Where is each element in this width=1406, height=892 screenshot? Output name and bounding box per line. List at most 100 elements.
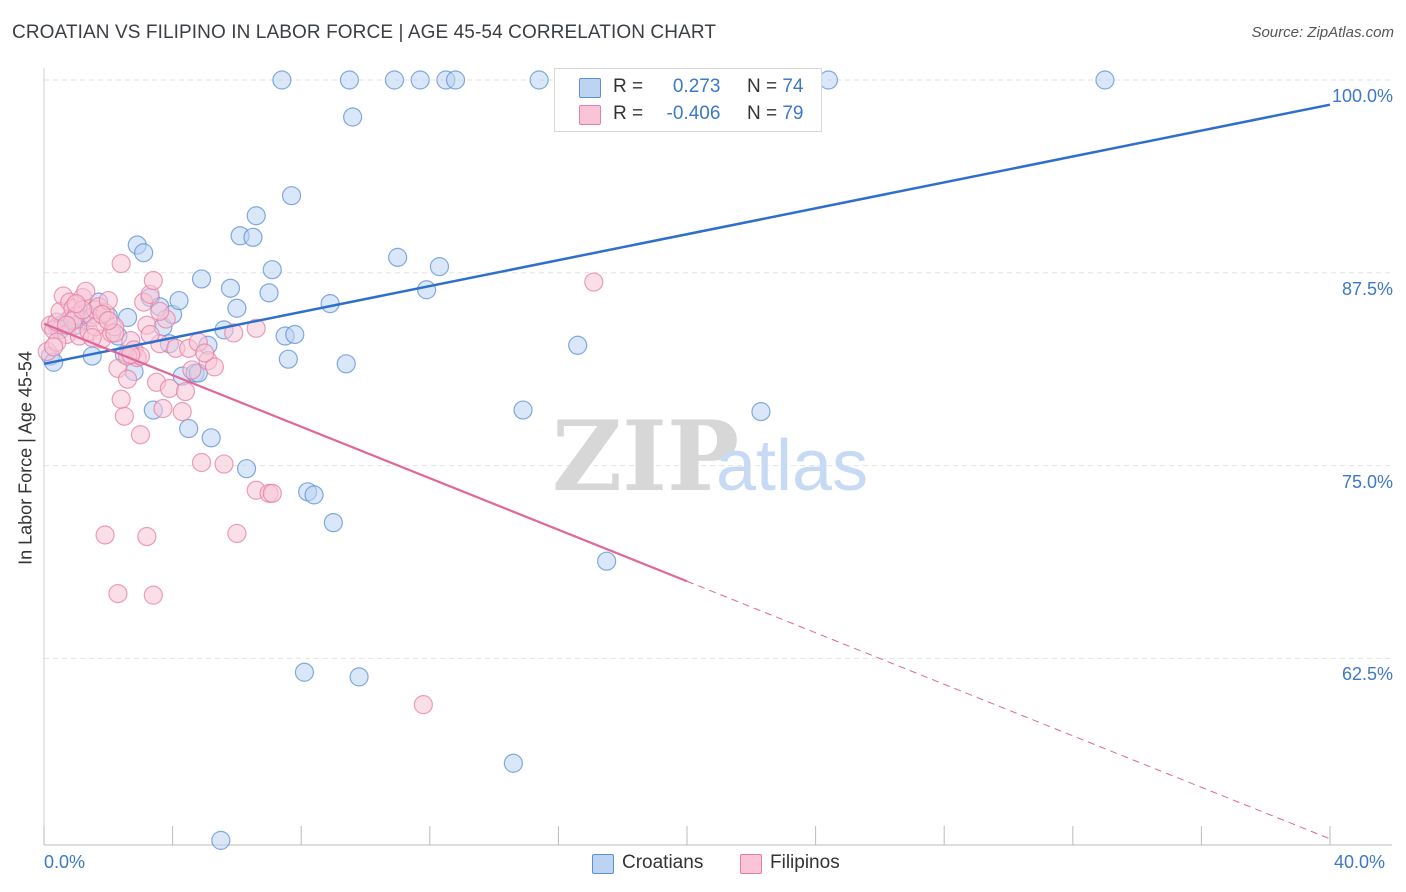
croatians-point <box>429 257 450 277</box>
croatians-point <box>304 485 324 505</box>
filipinos-trend-extension <box>686 580 1331 840</box>
croatians-point <box>294 662 315 682</box>
croatians-point <box>339 70 360 90</box>
filipinos-point <box>108 583 128 604</box>
filipinos-trend-line <box>43 322 688 583</box>
croatians-point <box>117 307 138 328</box>
croatians-legend-swatch <box>592 854 614 874</box>
watermark-atlas: atlas <box>716 426 868 506</box>
croatians-legend-label: Croatians <box>622 852 704 873</box>
filipinos-point <box>182 360 202 380</box>
croatians-point <box>134 243 154 263</box>
croatians-point <box>529 70 549 90</box>
croatians-point <box>169 290 189 311</box>
trend-lines <box>43 103 1331 840</box>
filipinos-legend-label: Filipinos <box>770 852 840 873</box>
filipinos-point <box>195 343 215 363</box>
filipinos-point <box>262 483 282 503</box>
filipinos-point <box>143 270 163 291</box>
y-axis-label: In Labor Force | Age 45-54 <box>15 351 36 565</box>
croatians-point <box>259 283 279 303</box>
croatians-swatch <box>579 78 601 98</box>
croatians-trend-line <box>43 103 1331 366</box>
croatians-point <box>278 349 298 369</box>
croatians-point <box>236 459 257 479</box>
filipinos-point <box>137 526 157 547</box>
croatians-point <box>201 428 221 448</box>
croatians-point <box>597 551 617 571</box>
croatians-point <box>384 70 405 90</box>
x-tick-label-max: 40.0% <box>1334 852 1386 872</box>
r-value: 0.273 <box>672 76 721 97</box>
croatians-point <box>211 830 231 850</box>
filipinos-point <box>66 294 86 314</box>
x-tick-label-min: 0.0% <box>44 852 86 872</box>
correlation-legend: R = 0.273 N = 74 R = -0.406 N = 79 <box>554 68 822 132</box>
filipinos-point <box>98 311 118 331</box>
croatians-point <box>388 247 408 267</box>
filipinos-point <box>227 523 247 544</box>
filipinos-point <box>191 452 212 473</box>
y-tick-label: 100.0% <box>1331 86 1393 106</box>
croatians-point <box>416 280 437 300</box>
croatians-point <box>751 402 771 422</box>
croatians-point <box>336 354 356 374</box>
croatians-point <box>323 513 343 533</box>
source-label: Source: ZipAtlas.com <box>1251 24 1394 41</box>
r-label: R = <box>613 76 644 97</box>
n-label: N = <box>746 76 778 97</box>
watermark-zip: ZIP <box>552 400 739 513</box>
filipinos-point <box>204 357 224 377</box>
filipinos-point <box>413 695 433 715</box>
filipinos-point <box>117 369 138 389</box>
filipinos-point <box>44 337 64 357</box>
croatians-point <box>818 70 839 90</box>
croatians-point <box>281 186 302 206</box>
filipinos-point <box>130 425 151 445</box>
croatians-point <box>243 227 263 247</box>
croatians-point <box>179 418 199 439</box>
filipinos-point <box>224 323 244 343</box>
chart-title: CROATIAN VS FILIPINO IN LABOR FORCE | AG… <box>12 22 717 43</box>
filipinos-legend-swatch <box>740 854 762 874</box>
filipinos-point <box>246 318 266 338</box>
croatians-point <box>220 278 241 298</box>
y-tick-label: 75.0% <box>1341 471 1393 492</box>
n-value: 74 <box>782 76 804 97</box>
r-value: -0.406 <box>666 103 721 124</box>
y-tick-label: 87.5% <box>1341 278 1393 299</box>
data-points <box>37 70 1115 850</box>
r-label: R = <box>613 103 644 124</box>
filipinos-point <box>159 378 179 399</box>
croatians-point <box>1095 70 1115 90</box>
filipinos-point <box>584 272 604 292</box>
filipinos-point <box>214 454 234 474</box>
filipinos-point <box>153 398 173 419</box>
n-label: N = <box>746 103 778 124</box>
filipinos-point <box>111 253 131 274</box>
croatians-point <box>513 400 533 420</box>
croatians-point <box>410 70 430 90</box>
y-tick-label: 62.5% <box>1341 664 1393 685</box>
croatians-point <box>191 269 212 289</box>
croatians-point <box>262 260 282 280</box>
croatians-point <box>568 335 588 355</box>
croatians-point <box>445 70 466 90</box>
grid-lines <box>44 79 1392 659</box>
filipinos-point <box>95 525 115 545</box>
filipinos-point <box>114 406 134 426</box>
croatians-point <box>503 753 523 773</box>
croatians-point <box>343 107 363 127</box>
filipinos-point <box>111 389 131 409</box>
croatians-point <box>227 298 247 318</box>
filipinos-point <box>175 381 196 402</box>
filipinos-point <box>143 585 163 605</box>
croatians-point <box>272 70 292 90</box>
croatians-point <box>246 206 266 226</box>
filipinos-point <box>172 402 192 422</box>
filipinos-swatch <box>579 105 601 125</box>
n-value: 79 <box>782 103 804 124</box>
croatians-point <box>285 324 305 345</box>
